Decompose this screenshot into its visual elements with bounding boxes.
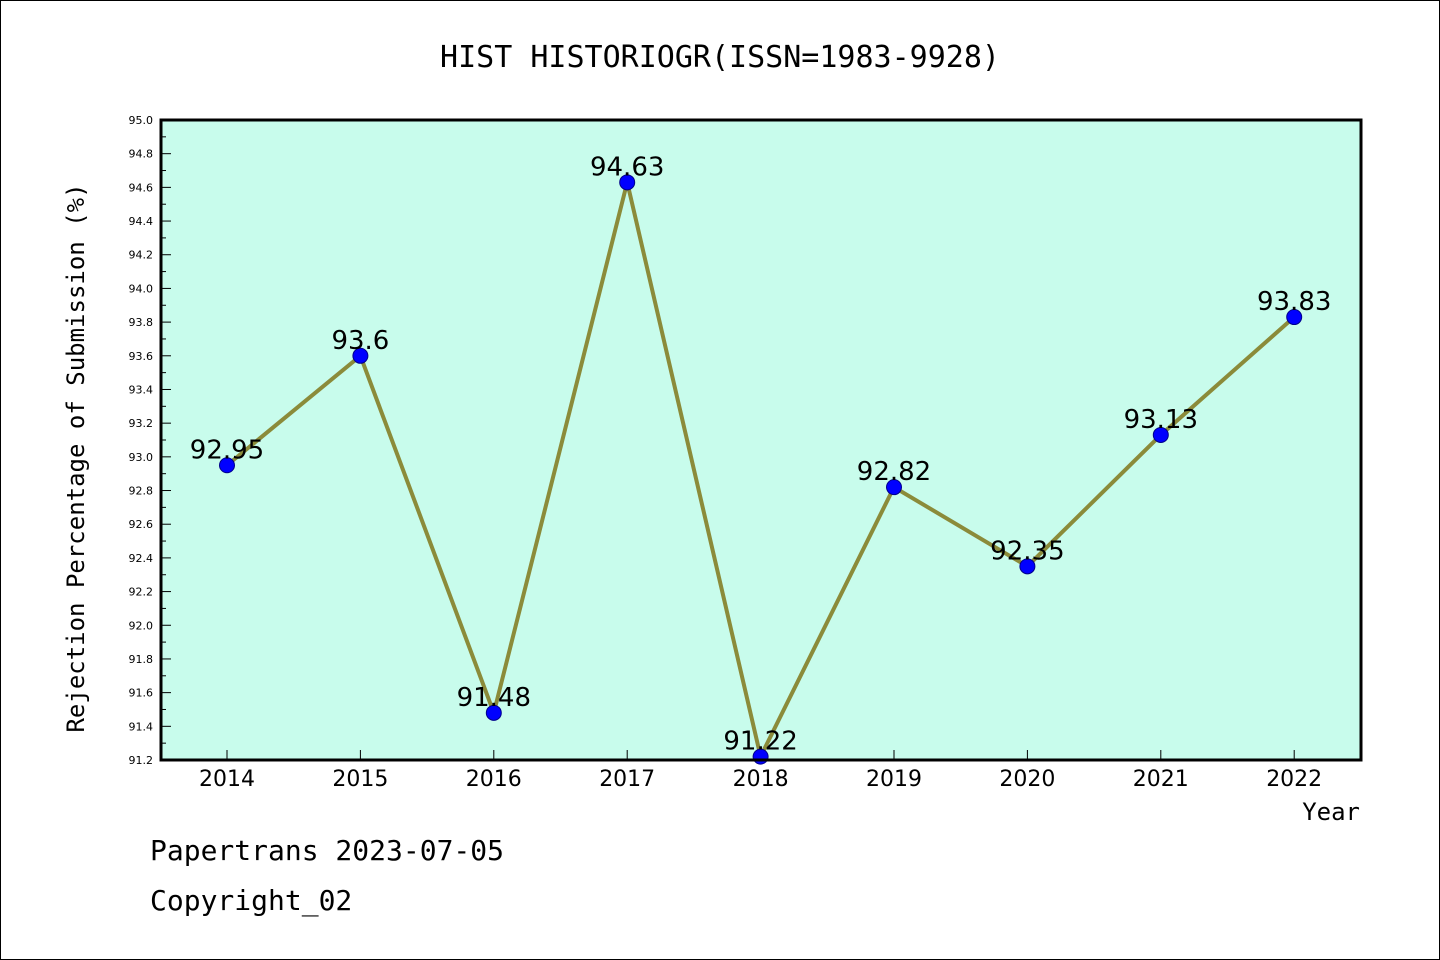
y-tick-label: 94.2 — [129, 249, 154, 262]
data-point — [619, 174, 636, 191]
data-label: 92.95 — [190, 435, 264, 465]
data-point — [219, 457, 235, 474]
data-point — [485, 704, 502, 721]
y-tick-label: 93.0 — [129, 451, 154, 464]
y-tick-label: 93.2 — [129, 417, 154, 430]
data-point — [1286, 309, 1303, 326]
y-tick-label: 93.8 — [129, 316, 154, 329]
data-point — [886, 479, 902, 496]
data-label: 91.22 — [723, 727, 797, 757]
y-tick-label: 92.8 — [129, 485, 154, 498]
data-label: 92.35 — [990, 536, 1064, 566]
y-tick-label: 91.6 — [129, 687, 154, 700]
data-point — [352, 347, 369, 364]
data-point — [1019, 558, 1036, 575]
y-tick-label: 92.0 — [129, 619, 154, 632]
plot-area — [161, 120, 1361, 760]
x-tick-label: 2022 — [1266, 767, 1322, 792]
chart-title: HIST HISTORIOGR(ISSN=1983-9928) — [440, 40, 1000, 75]
y-axis: 91.2 91.4 91.6 91.8 92.0 92.2 92.4 92.6 92.8 93.0… — [129, 114, 171, 767]
y-tick-label: 93.4 — [129, 383, 154, 396]
x-tick-label: 2015 — [332, 767, 388, 792]
data-label: 91.48 — [457, 683, 531, 713]
x-tick-label: 2016 — [466, 767, 522, 792]
y-tick-label: 92.6 — [129, 518, 154, 531]
x-tick-label: 2019 — [866, 767, 922, 792]
x-tick-label: 2021 — [1133, 767, 1189, 792]
x-axis-label: Year — [1302, 798, 1360, 826]
data-label: 93.13 — [1124, 405, 1198, 435]
y-tick-label: 94.6 — [129, 181, 154, 194]
data-label: 93.6 — [331, 326, 389, 356]
footer-copyright: Copyright_02 — [150, 884, 353, 917]
y-axis-label: Rejection Percentage of Submission (%) — [62, 183, 90, 732]
y-tick-label: 94.4 — [129, 215, 154, 228]
y-tick-label: 91.8 — [129, 653, 154, 666]
y-tick-label: 92.4 — [129, 552, 154, 565]
data-point — [1152, 426, 1169, 443]
y-tick-label: 94.0 — [129, 282, 154, 295]
x-axis: 2014 2015 2016 2017 2018 2019 2020 2021 2022 — [199, 750, 1322, 792]
x-tick-label: 2020 — [999, 767, 1055, 792]
y-tick-label: 91.2 — [129, 754, 154, 767]
x-tick-label: 2018 — [733, 767, 789, 792]
y-tick-label: 95.0 — [129, 114, 154, 127]
y-tick-label: 93.6 — [129, 350, 154, 363]
y-tick-label: 92.2 — [129, 586, 154, 599]
x-tick-label: 2014 — [199, 767, 255, 792]
data-label: 93.83 — [1257, 287, 1331, 317]
data-points — [219, 174, 1303, 765]
data-label: 92.82 — [857, 457, 931, 487]
y-tick-label: 94.8 — [129, 148, 154, 161]
footer-date: Papertrans 2023-07-05 — [150, 834, 505, 867]
plot-border — [159, 118, 1363, 762]
data-labels: 92.95 93.6 91.48 94.63 91.22 92.82 92.35 93.13 9… — [190, 152, 1332, 756]
y-tick-label: 91.4 — [129, 720, 154, 733]
data-label: 94.63 — [590, 152, 664, 182]
x-tick-label: 2017 — [599, 767, 655, 792]
